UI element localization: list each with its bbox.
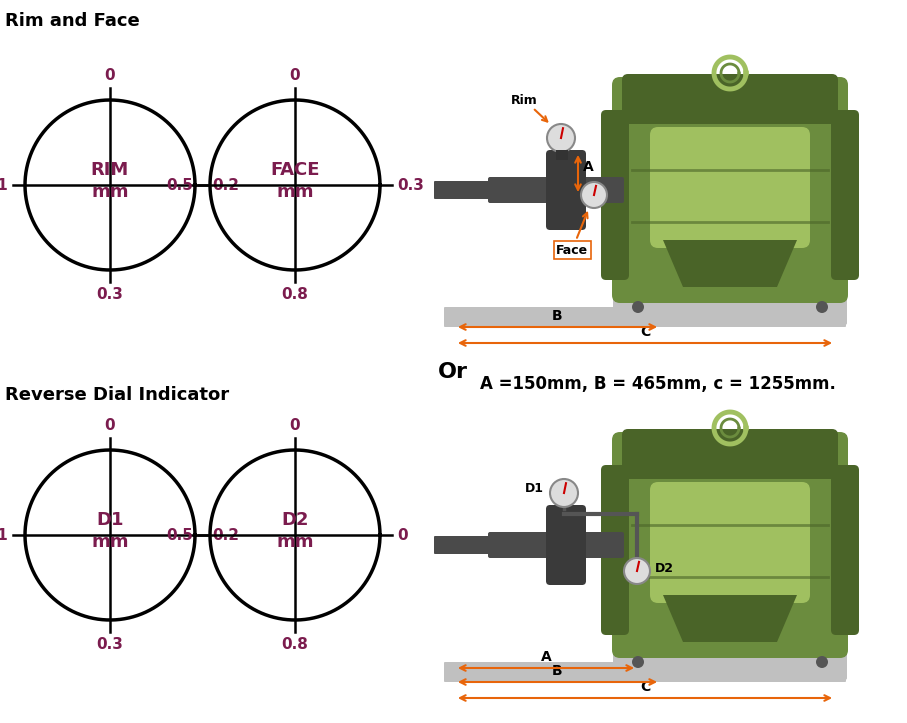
Text: Or: Or	[438, 362, 468, 382]
FancyBboxPatch shape	[488, 532, 552, 558]
Circle shape	[581, 182, 607, 208]
Text: 0: 0	[397, 528, 407, 542]
Circle shape	[816, 301, 828, 313]
Text: 0.5: 0.5	[166, 528, 193, 542]
Text: Rim and Face: Rim and Face	[5, 12, 140, 30]
FancyBboxPatch shape	[622, 429, 838, 479]
Polygon shape	[663, 240, 797, 287]
Text: C: C	[639, 325, 650, 339]
FancyBboxPatch shape	[434, 536, 491, 554]
Circle shape	[550, 479, 578, 507]
Text: 0.8: 0.8	[281, 287, 308, 302]
Text: 0: 0	[104, 418, 115, 433]
FancyBboxPatch shape	[580, 532, 624, 558]
FancyBboxPatch shape	[650, 127, 810, 248]
FancyBboxPatch shape	[612, 77, 848, 303]
Text: D1
mm: D1 mm	[92, 511, 129, 551]
Text: D2: D2	[655, 562, 674, 576]
FancyBboxPatch shape	[831, 465, 859, 635]
Text: A: A	[583, 160, 594, 174]
FancyBboxPatch shape	[556, 150, 568, 160]
Circle shape	[632, 301, 644, 313]
Text: D1: D1	[525, 482, 544, 495]
Text: FACE
mm: FACE mm	[270, 161, 320, 201]
Circle shape	[632, 656, 644, 668]
FancyBboxPatch shape	[444, 662, 846, 682]
Text: Reverse Dial Indicator: Reverse Dial Indicator	[5, 386, 229, 404]
Text: 0.1: 0.1	[0, 528, 8, 542]
FancyBboxPatch shape	[613, 643, 847, 680]
Text: A =150mm, B = 465mm, c = 1255mm.: A =150mm, B = 465mm, c = 1255mm.	[480, 375, 836, 393]
FancyBboxPatch shape	[601, 465, 629, 635]
FancyBboxPatch shape	[650, 482, 810, 603]
FancyBboxPatch shape	[488, 177, 552, 203]
Text: C: C	[639, 680, 650, 694]
Text: 0: 0	[104, 68, 115, 83]
Text: 0.3: 0.3	[96, 287, 123, 302]
Text: 0.1: 0.1	[0, 178, 8, 192]
FancyBboxPatch shape	[831, 110, 859, 280]
Circle shape	[624, 558, 650, 584]
Text: Rim: Rim	[511, 93, 547, 121]
Text: 0.2: 0.2	[212, 528, 239, 542]
Text: 0: 0	[289, 418, 300, 433]
Text: 0.3: 0.3	[397, 178, 424, 192]
Text: 0: 0	[289, 68, 300, 83]
FancyBboxPatch shape	[622, 74, 838, 124]
Text: B: B	[551, 309, 562, 323]
FancyBboxPatch shape	[444, 307, 846, 327]
Text: 0.8: 0.8	[281, 637, 308, 652]
Text: 0.3: 0.3	[96, 637, 123, 652]
Text: 0.2: 0.2	[212, 178, 239, 192]
Text: 0.5: 0.5	[166, 178, 193, 192]
Circle shape	[816, 656, 828, 668]
FancyBboxPatch shape	[612, 432, 848, 658]
FancyBboxPatch shape	[434, 181, 491, 199]
Polygon shape	[663, 595, 797, 642]
Text: D2
mm: D2 mm	[277, 511, 314, 551]
Text: B: B	[551, 664, 562, 678]
FancyBboxPatch shape	[580, 177, 624, 203]
FancyBboxPatch shape	[546, 150, 586, 230]
FancyBboxPatch shape	[546, 505, 586, 585]
Text: A: A	[541, 650, 551, 664]
FancyBboxPatch shape	[613, 288, 847, 325]
FancyBboxPatch shape	[601, 110, 629, 280]
Circle shape	[547, 124, 575, 152]
Text: Face: Face	[556, 213, 588, 257]
Text: RIM
mm: RIM mm	[91, 161, 129, 201]
